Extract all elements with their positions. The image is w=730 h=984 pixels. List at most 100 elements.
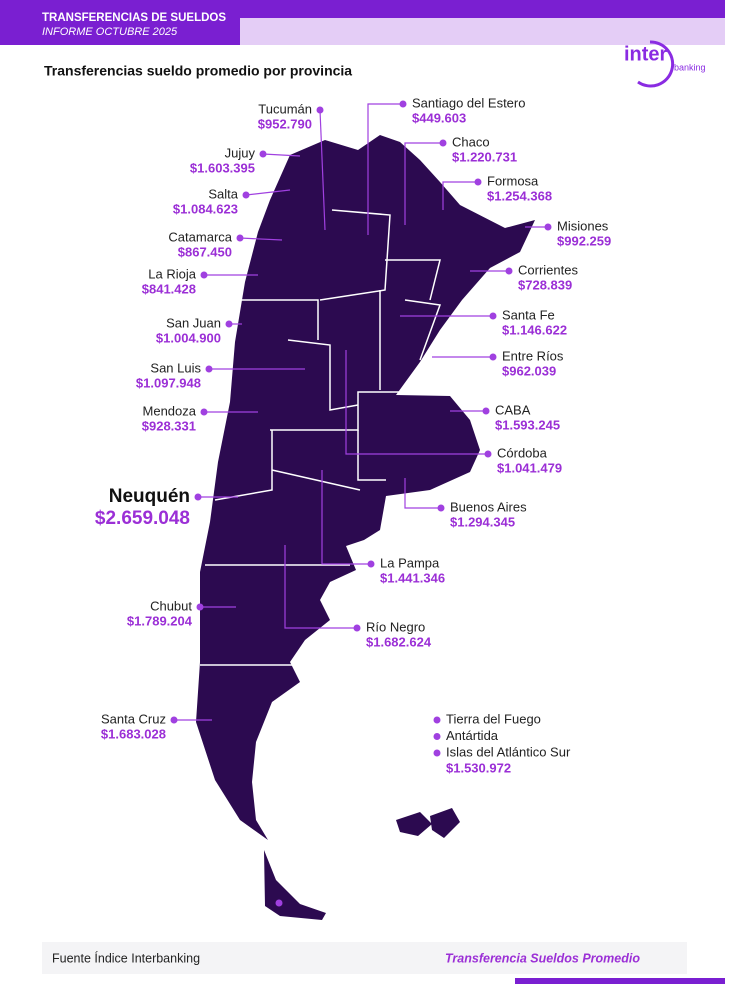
island-dot: [433, 733, 441, 740]
leader-dot: [489, 353, 497, 361]
leader-dot: [439, 139, 447, 147]
header-box: [0, 0, 240, 45]
province-name: Corrientes: [518, 262, 578, 277]
province-amount: $1.593.245: [495, 417, 560, 432]
province-amount: $1.789.204: [127, 613, 193, 628]
leader-line: [319, 109, 326, 231]
province-name: CABA: [495, 402, 531, 417]
leader-dot: [196, 603, 204, 611]
leader-dot: [367, 560, 375, 568]
province-name: Córdoba: [497, 445, 548, 460]
province-name: Catamarca: [168, 229, 232, 244]
province-name: Salta: [208, 186, 238, 201]
island-dot: [433, 749, 441, 757]
island-name: Antártida: [446, 728, 499, 743]
footer-source: Fuente Índice Interbanking: [52, 950, 200, 965]
province-name: Chaco: [452, 134, 490, 149]
leader-dot: [437, 504, 445, 512]
logo-brand: inter: [624, 43, 668, 65]
province-amount: $1.603.395: [190, 160, 255, 175]
province-name: Tucumán: [258, 101, 312, 116]
province-amount: $1.294.345: [450, 514, 515, 529]
leader-line: [239, 237, 283, 241]
province-amount: $952.790: [258, 116, 312, 131]
leader-dot: [316, 106, 324, 114]
mainland: [196, 135, 535, 840]
leader-dot: [200, 408, 208, 416]
logo-sub: banking: [674, 62, 706, 72]
island-amount: $1.530.972: [446, 760, 511, 775]
footer-band: [42, 942, 687, 974]
footer-accent: [515, 978, 725, 984]
province-amount: $1.084.623: [173, 201, 238, 216]
leader-dot: [170, 716, 178, 724]
province-amount: $1.041.479: [497, 460, 562, 475]
province-name: Chubut: [150, 598, 192, 613]
leader-line: [321, 470, 371, 565]
leader-dot: [194, 493, 202, 501]
leader-dot: [399, 100, 407, 108]
province-name: Jujuy: [225, 145, 256, 160]
leader-dot: [236, 234, 244, 242]
province-amount: $1.441.346: [380, 570, 445, 585]
province-name: Mendoza: [143, 403, 197, 418]
leader-dot: [205, 365, 213, 373]
province-amount: $2.659.048: [95, 508, 190, 529]
province-name: Neuquén: [109, 486, 190, 507]
province-amount: $841.428: [142, 281, 196, 296]
leader-dot: [489, 312, 497, 320]
province-amount: $928.331: [142, 418, 196, 433]
province-name: Santa Fe: [502, 307, 555, 322]
island-dot: [433, 716, 441, 724]
province-name: La Pampa: [380, 555, 440, 570]
borders: [200, 209, 460, 666]
province-amount: $1.683.028: [101, 726, 166, 741]
province-amount: $1.097.948: [136, 375, 201, 390]
malvinas: [396, 808, 460, 838]
leader-line: [404, 478, 441, 509]
leader-dot: [482, 407, 490, 415]
leader-dot: [259, 150, 267, 158]
island-name: Tierra del Fuego: [446, 711, 541, 726]
leader-dot: [505, 267, 513, 275]
leader-dot: [225, 320, 233, 328]
province-name: Formosa: [487, 173, 539, 188]
leader-dot: [484, 450, 492, 458]
province-name: Santiago del Estero: [412, 95, 525, 110]
province-name: Misiones: [557, 218, 609, 233]
leader-line: [262, 153, 301, 157]
province-name: San Juan: [166, 315, 221, 330]
leader-dot: [353, 624, 361, 632]
province-name: La Rioja: [148, 266, 196, 281]
leader-line: [367, 103, 403, 235]
tdf-dot: [275, 899, 283, 907]
map: [196, 135, 535, 920]
chart-title: Transferencias sueldo promedio por provi…: [44, 63, 352, 79]
footer-label: Transferencia Sueldos Promedio: [445, 951, 640, 965]
province-amount: $1.682.624: [366, 634, 432, 649]
header-title: TRANSFERENCIAS DE SUELDOS: [42, 12, 226, 24]
header-strip: [240, 0, 725, 18]
leader-dot: [474, 178, 482, 186]
island-name: Islas del Atlántico Sur: [446, 744, 571, 759]
province-name: Entre Ríos: [502, 348, 564, 363]
leader-line: [245, 189, 291, 196]
leader-line: [442, 181, 478, 210]
leader-line: [404, 142, 443, 225]
province-name: Río Negro: [366, 619, 425, 634]
province-amount: $728.839: [518, 277, 572, 292]
leader-line: [345, 350, 488, 455]
province-amount: $992.259: [557, 233, 611, 248]
province-amount: $962.039: [502, 363, 556, 378]
leader-dot: [544, 223, 552, 231]
province-amount: $1.146.622: [502, 322, 567, 337]
province-name: Buenos Aires: [450, 499, 527, 514]
logo-arc: [637, 40, 675, 88]
province-amount: $867.450: [178, 244, 232, 259]
province-name: San Luis: [150, 360, 201, 375]
province-name: Santa Cruz: [101, 711, 166, 726]
province-amount: $1.220.731: [452, 149, 517, 164]
header-subtitle: INFORME OCTUBRE 2025: [42, 26, 178, 38]
